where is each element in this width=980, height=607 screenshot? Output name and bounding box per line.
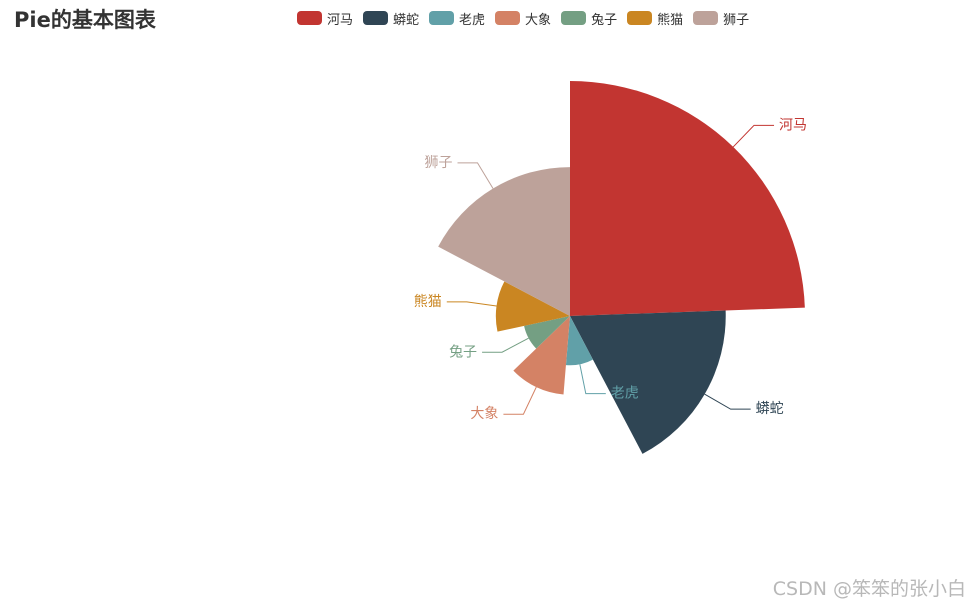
- legend-label: 熊猫: [657, 12, 684, 28]
- label-leader-line: [482, 337, 529, 353]
- legend-swatch: [363, 11, 389, 25]
- slice-label: 兔子: [449, 344, 477, 360]
- pie-slice[interactable]: [524, 316, 570, 349]
- label-leader-line: [704, 393, 751, 410]
- pie-slice[interactable]: [570, 81, 805, 316]
- legend-item[interactable]: 大象: [495, 9, 551, 28]
- legend-swatch: [693, 11, 719, 25]
- label-leader-line: [503, 386, 537, 415]
- pie-slice[interactable]: [495, 281, 570, 332]
- legend-swatch: [429, 11, 455, 25]
- pie-slice[interactable]: [565, 316, 593, 366]
- slice-label: 河马: [779, 117, 807, 133]
- slice-label: 蟒蛇: [756, 401, 784, 417]
- legend-item[interactable]: 蟒蛇: [363, 9, 419, 28]
- pie-slice[interactable]: [438, 167, 570, 316]
- label-leader-line: [446, 301, 497, 307]
- legend-label: 大象: [525, 12, 552, 28]
- slice-label: 大象: [470, 406, 498, 422]
- legend-label: 兔子: [591, 12, 618, 28]
- legend-item[interactable]: 熊猫: [627, 9, 683, 28]
- chart-title: Pie的基本图表: [14, 8, 156, 32]
- label-leader-line: [732, 124, 775, 148]
- legend-swatch: [297, 11, 322, 25]
- slice-label: 熊猫: [414, 294, 442, 310]
- label-leader-line: [457, 162, 494, 189]
- legend-label: 老虎: [459, 12, 486, 28]
- legend-item[interactable]: 河马: [297, 9, 353, 28]
- legend-label: 蟒蛇: [393, 12, 420, 28]
- watermark: CSDN @笨笨的张小白: [772, 578, 966, 600]
- legend-swatch: [561, 11, 587, 25]
- label-leader-line: [579, 364, 606, 395]
- slice-label: 狮子: [425, 155, 453, 171]
- legend-item[interactable]: 老虎: [429, 9, 485, 28]
- legend-item[interactable]: 狮子: [693, 9, 749, 28]
- legend-swatch: [627, 11, 653, 25]
- legend-label: 狮子: [723, 12, 750, 28]
- legend-label: 河马: [327, 12, 354, 28]
- pie-slice[interactable]: [513, 316, 570, 395]
- legend-item[interactable]: 兔子: [561, 9, 617, 28]
- legend-swatch: [495, 11, 521, 25]
- pie-slice[interactable]: [570, 310, 726, 454]
- chart-legend: 河马 蟒蛇 老虎 大象 兔子 熊猫 狮子: [297, 8, 759, 28]
- slice-label: 老虎: [611, 386, 639, 402]
